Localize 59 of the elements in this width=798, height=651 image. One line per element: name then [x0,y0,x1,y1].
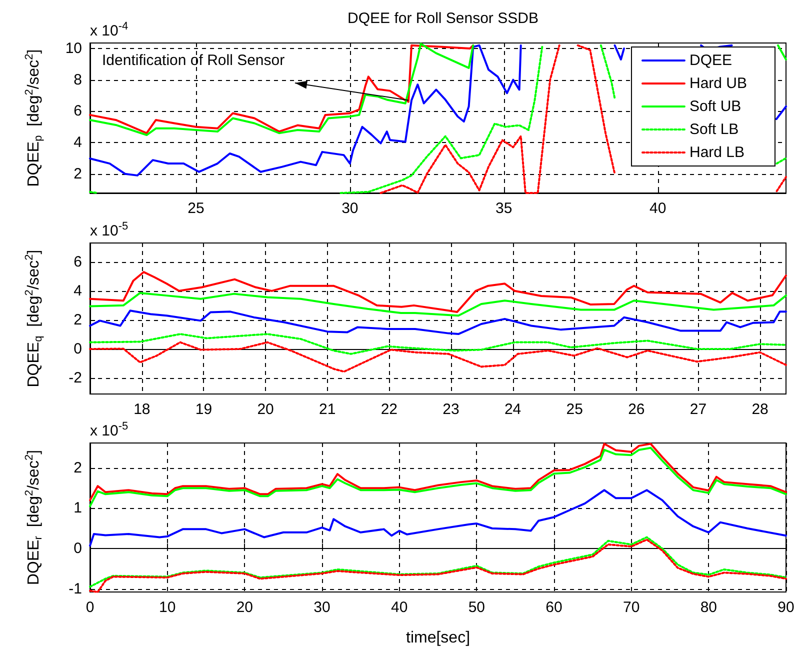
y-tick-label: -2 [68,370,82,387]
x-tick-label: 24 [504,401,522,418]
x-tick-label: 22 [380,401,398,418]
x-tick-label: 40 [390,599,408,616]
line-series [89,489,787,547]
line-series [89,44,474,134]
y-tick-label: 4 [74,282,82,300]
line-series [89,446,787,508]
x-tick-label: 30 [342,200,358,217]
y-tick-label: 8 [74,71,82,88]
x-tick-label: 20 [236,599,254,616]
chart-title: DQEE for Roll Sensor SSDB [348,10,538,27]
line-series [89,341,787,373]
y-axis-title: DQEEr [deg2/sec2] [24,450,44,586]
x-tick-label: 18 [134,401,150,418]
x-tick-label: 40 [650,200,666,217]
line-series [89,333,787,355]
x-tick-label: 0 [86,599,94,616]
y-tick-label: 0 [74,540,82,558]
x-tick-label: 70 [622,599,640,616]
annotation: Identification of Roll Sensor [102,52,285,69]
x-tick-label: 30 [314,599,330,616]
y-tick-label: 2 [74,459,82,476]
y-tick-label: -1 [68,580,82,598]
x-tick-label: 23 [442,401,460,418]
x-tick-label: 90 [778,599,794,616]
legend-label: Hard UB [689,75,748,92]
x-tick-label: 27 [690,401,707,418]
x-tick-label: 35 [496,200,512,217]
legend-label: DQEE [689,52,732,69]
line-series [89,271,787,313]
x-tick-label: 20 [257,401,274,418]
x-tick-label: 19 [195,401,212,418]
legend-label: Hard LB [689,144,745,161]
y-tick-label: 4 [74,134,82,152]
y-tick-label: 1 [74,500,82,517]
x-tick-label: 25 [566,401,583,418]
line-series [89,310,787,336]
x-tick-label: 10 [158,599,176,616]
x-tick-label: 26 [628,401,645,418]
y-tick-label: 6 [74,102,82,120]
x-tick-label: 25 [188,200,204,217]
y-tick-label: 2 [74,311,82,328]
y-tick-label: 2 [74,165,82,182]
x-tick-label: 80 [700,599,718,616]
y-axis-title: DQEEp [deg2/sec2] [24,49,44,187]
y-axis-title: DQEEq [deg2/sec2] [24,250,44,388]
legend-label: Soft LB [689,121,739,138]
line-series [89,442,787,502]
y-tick-label: 0 [74,340,82,358]
x-tick-label: 60 [546,599,562,616]
x-tick-label: 28 [752,401,768,418]
x-tick-label: 21 [319,401,336,418]
x-tick-label: 50 [468,599,486,616]
y-tick-label: 6 [74,253,82,270]
line-series [89,292,787,317]
legend-label: Soft UB [689,98,742,115]
x-axis-title: time[sec] [406,630,470,646]
y-tick-label: 10 [65,40,82,57]
